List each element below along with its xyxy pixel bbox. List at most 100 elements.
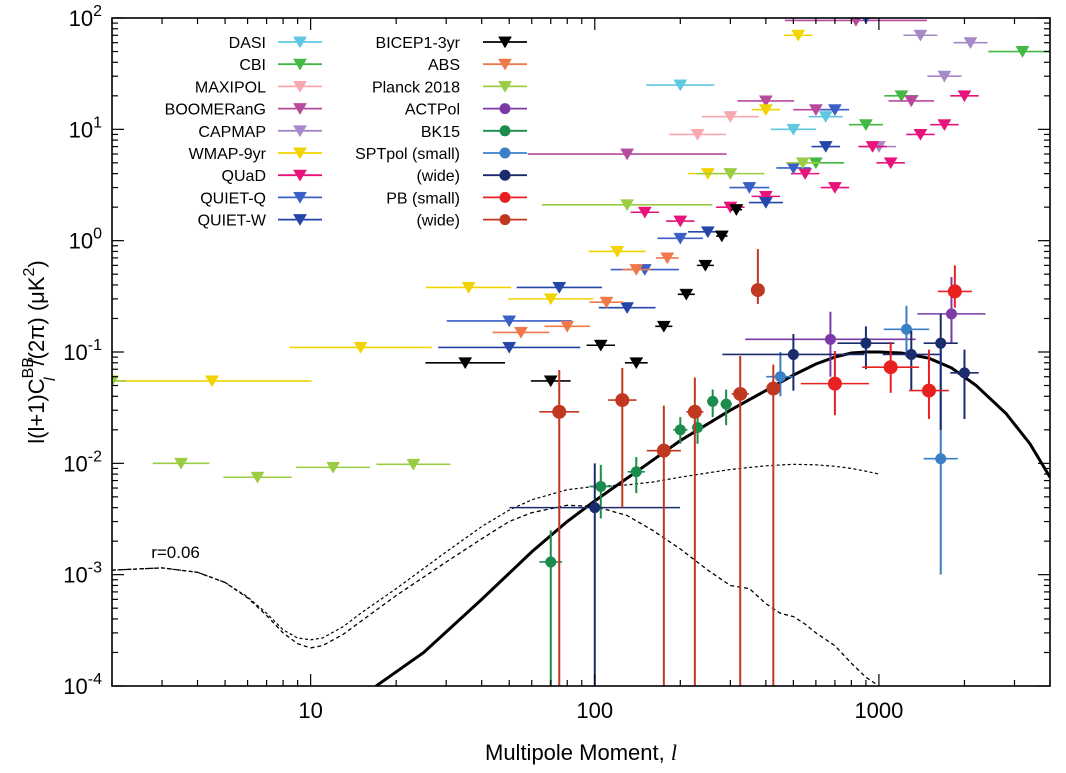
data-point bbox=[824, 333, 836, 345]
upper-limit-marker bbox=[786, 123, 801, 136]
data-point bbox=[674, 424, 686, 436]
upper-limit-marker bbox=[673, 215, 688, 228]
y-tick-exp: 0 bbox=[93, 226, 102, 243]
y-tick-base: 10 bbox=[69, 6, 93, 31]
y-axis-title: l(l+1)CBB l /(2π) (μK2) bbox=[20, 260, 59, 444]
upper-limit-marker bbox=[818, 111, 833, 123]
series-0 bbox=[646, 79, 843, 136]
theory-curve-dotted bbox=[112, 463, 880, 641]
legend-marker bbox=[293, 125, 307, 138]
x-axis-title-text: Multipole Moment, bbox=[485, 740, 671, 765]
data-point bbox=[787, 348, 799, 360]
y-tick-label: 10-2 bbox=[63, 448, 102, 476]
legend-label: DASI bbox=[229, 35, 266, 52]
upper-limit-marker bbox=[865, 141, 880, 153]
upper-limit-marker bbox=[913, 29, 928, 42]
legend-marker bbox=[293, 214, 307, 226]
upper-limit-marker bbox=[502, 341, 517, 354]
upper-limit-marker bbox=[560, 320, 575, 333]
upper-limit-marker bbox=[791, 29, 806, 42]
legend-label: Planck 2018 bbox=[372, 79, 460, 96]
legend-marker bbox=[498, 80, 512, 93]
upper-limit-marker bbox=[698, 259, 713, 272]
upper-limit-marker bbox=[673, 232, 688, 245]
series-1 bbox=[787, 46, 1050, 170]
legend-label: SPTpol (small) bbox=[355, 146, 460, 163]
y-tick-exp: -2 bbox=[88, 448, 102, 465]
data-point bbox=[935, 337, 947, 349]
x-tick-label: 100 bbox=[576, 698, 613, 723]
upper-limit-marker bbox=[250, 471, 265, 484]
series-6 bbox=[630, 90, 979, 228]
upper-limit-marker bbox=[690, 128, 705, 141]
y-tick-base: 10 bbox=[63, 340, 87, 365]
upper-limit-marker bbox=[795, 157, 810, 170]
upper-limit-marker bbox=[112, 375, 119, 388]
legend-label: BOOMERanG bbox=[165, 102, 266, 119]
y-tick-exp: -3 bbox=[88, 560, 102, 577]
y-title-sup2: 2 bbox=[21, 267, 38, 276]
upper-limit-marker bbox=[514, 326, 528, 339]
upper-limit-marker bbox=[174, 457, 188, 470]
annotation-label: r=0.06 bbox=[151, 543, 200, 562]
upper-limit-marker bbox=[353, 341, 368, 354]
data-point bbox=[827, 376, 842, 391]
legend-marker bbox=[499, 147, 511, 159]
series-2 bbox=[669, 111, 759, 141]
y-title-main: l(l+1)C bbox=[24, 378, 49, 444]
legend-marker bbox=[499, 125, 511, 137]
legend-label: QUIET-Q bbox=[200, 190, 266, 207]
data-point bbox=[545, 556, 557, 568]
y-tick-label: 10-4 bbox=[63, 671, 102, 699]
legend: DASI CBI MAXIPOL BOOMERanG CAPMAP WMAP-9yr QUa… bbox=[165, 35, 527, 230]
data-point bbox=[630, 466, 642, 478]
upper-limit-marker bbox=[656, 320, 671, 333]
legend-marker bbox=[293, 103, 307, 115]
upper-limit-marker bbox=[461, 282, 476, 294]
series-10 bbox=[492, 252, 679, 339]
data-point bbox=[921, 383, 936, 398]
upper-limit-marker bbox=[502, 315, 517, 328]
data-point bbox=[656, 443, 671, 458]
series-16 bbox=[800, 265, 972, 420]
data-point bbox=[935, 453, 947, 465]
upper-limit-marker bbox=[963, 37, 978, 50]
y-tick-label: 10-1 bbox=[63, 337, 102, 365]
series-7 bbox=[446, 18, 878, 328]
legend-label: BICEP1-3yr bbox=[376, 35, 461, 52]
upper-limit-marker bbox=[758, 190, 773, 203]
legend-marker bbox=[499, 169, 511, 181]
y-title-sup: BB bbox=[20, 357, 37, 378]
data-point bbox=[615, 393, 630, 408]
legend-marker bbox=[293, 191, 307, 204]
upper-limit-marker bbox=[610, 246, 625, 258]
y-title-rest: /(2π) (μK bbox=[24, 276, 49, 365]
legend-marker bbox=[293, 147, 307, 160]
data-point bbox=[750, 283, 765, 298]
y-tick-label: 10-3 bbox=[63, 560, 102, 588]
series-17 bbox=[539, 249, 781, 686]
y-tick-label: 101 bbox=[69, 114, 102, 142]
legend-marker bbox=[499, 103, 511, 115]
legend-label: WMAP-9yr bbox=[189, 146, 267, 163]
legend-label: BK15 bbox=[421, 124, 460, 141]
data-point bbox=[595, 480, 607, 492]
upper-limit-marker bbox=[758, 104, 773, 117]
legend-label: MAXIPOL bbox=[195, 79, 266, 96]
legend-label: ACTPol bbox=[405, 102, 460, 119]
upper-limit-marker bbox=[723, 168, 738, 180]
data-point bbox=[883, 360, 898, 375]
legend-label: (wide) bbox=[416, 168, 460, 185]
upper-limit-marker bbox=[758, 95, 773, 108]
data-point bbox=[900, 323, 912, 335]
upper-limit-marker bbox=[637, 206, 652, 219]
upper-limit-marker bbox=[937, 119, 952, 132]
upper-limit-marker bbox=[552, 282, 567, 294]
data-points bbox=[112, 18, 1050, 686]
legend-marker bbox=[293, 36, 307, 49]
upper-limit-marker bbox=[599, 296, 614, 309]
upper-limit-marker bbox=[673, 79, 688, 92]
x-tick-label: 1000 bbox=[854, 698, 903, 723]
series-9 bbox=[425, 204, 744, 388]
x-axis-title-var: l bbox=[671, 740, 677, 765]
